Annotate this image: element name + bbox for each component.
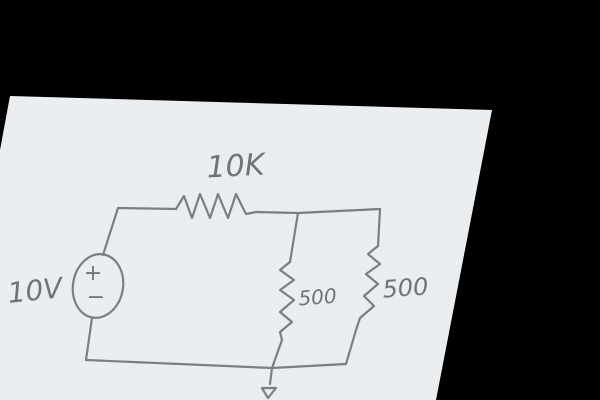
- wire-branch1-top: [288, 211, 300, 264]
- resistor-500-b-label: 500: [382, 272, 430, 303]
- wire-branch1-bottom: [270, 338, 284, 370]
- source-voltage-label: 10V: [6, 271, 66, 310]
- wire-left-lower: [84, 316, 94, 362]
- wire-branch2-top: [376, 207, 382, 248]
- voltage-source-icon: [71, 253, 125, 319]
- wire-left-upper: [101, 206, 120, 257]
- source-minus-sign: −: [87, 285, 105, 310]
- resistor-10k-label: 10K: [206, 147, 268, 185]
- paper-sheet: [0, 96, 492, 400]
- wire-branch2-bottom: [344, 328, 358, 366]
- source-plus-sign: +: [84, 261, 102, 286]
- resistor-500-a-label: 500: [298, 284, 338, 311]
- ground-icon: [260, 366, 278, 400]
- resistor-10k-symbol: [174, 192, 258, 220]
- resistor-500-b-symbol: [354, 244, 382, 332]
- wire-top-left: [116, 206, 178, 211]
- resistor-500-a-symbol: [278, 260, 296, 342]
